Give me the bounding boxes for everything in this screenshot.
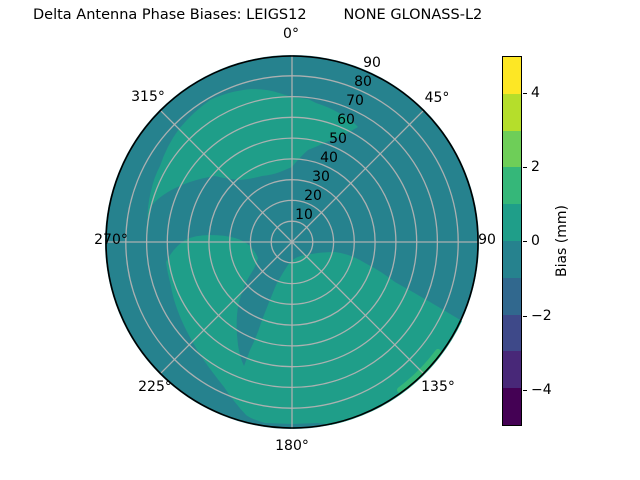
colorbar-segment <box>503 277 521 315</box>
colorbar-tick <box>523 93 527 95</box>
colorbar-ticklabel-neg2: −2 <box>531 308 552 324</box>
plot-title: Delta Antenna Phase Biases: LEIGS12 NONE… <box>33 7 483 23</box>
colorbar-segment <box>503 57 521 94</box>
colorbar-segment <box>503 351 521 389</box>
colorbar-ticklabel-neg4: −4 <box>531 382 552 398</box>
theta-label-225: 225° <box>138 379 172 395</box>
colorbar-segment <box>503 167 521 205</box>
colorbar-segment <box>503 93 521 131</box>
colorbar-tick <box>523 316 527 318</box>
theta-label-90: 90 <box>478 232 496 248</box>
r-label-40: 40 <box>320 150 338 166</box>
colorbar-ticklabel-4: 4 <box>531 85 540 101</box>
r-label-90: 90 <box>363 55 381 71</box>
bias-region-positive-northwest <box>147 89 358 235</box>
bias-region-sliver <box>397 349 441 393</box>
theta-label-0: 0° <box>283 26 299 42</box>
theta-label-135: 135° <box>421 379 455 395</box>
theta-label-270: 270° <box>94 232 128 248</box>
colorbar-tick <box>523 390 527 392</box>
colorbar-segment <box>503 204 521 241</box>
r-label-30: 30 <box>312 169 330 185</box>
r-label-70: 70 <box>346 93 364 109</box>
polar-spine <box>105 55 479 429</box>
colorbar <box>502 56 522 426</box>
colorbar-segment <box>503 388 521 425</box>
colorbar-segment <box>503 240 521 278</box>
colorbar-ticklabel-2: 2 <box>531 159 540 175</box>
colorbar-segment <box>503 314 521 352</box>
colorbar-tick <box>523 241 527 243</box>
r-label-10: 10 <box>295 207 313 223</box>
theta-label-45: 45° <box>424 90 450 106</box>
theta-label-315: 315° <box>131 89 165 105</box>
r-label-50: 50 <box>329 131 347 147</box>
colorbar-tick <box>523 167 527 169</box>
angular-gridlines <box>105 55 479 429</box>
colorbar-ticklabel-0: 0 <box>531 233 540 249</box>
polar-plot <box>105 55 479 429</box>
theta-label-180: 180° <box>275 438 309 454</box>
colorbar-segment <box>503 130 521 168</box>
r-label-80: 80 <box>354 74 372 90</box>
r-label-20: 20 <box>304 188 322 204</box>
colorbar-axis-label: Bias (mm) <box>554 204 570 278</box>
r-label-60: 60 <box>337 112 355 128</box>
